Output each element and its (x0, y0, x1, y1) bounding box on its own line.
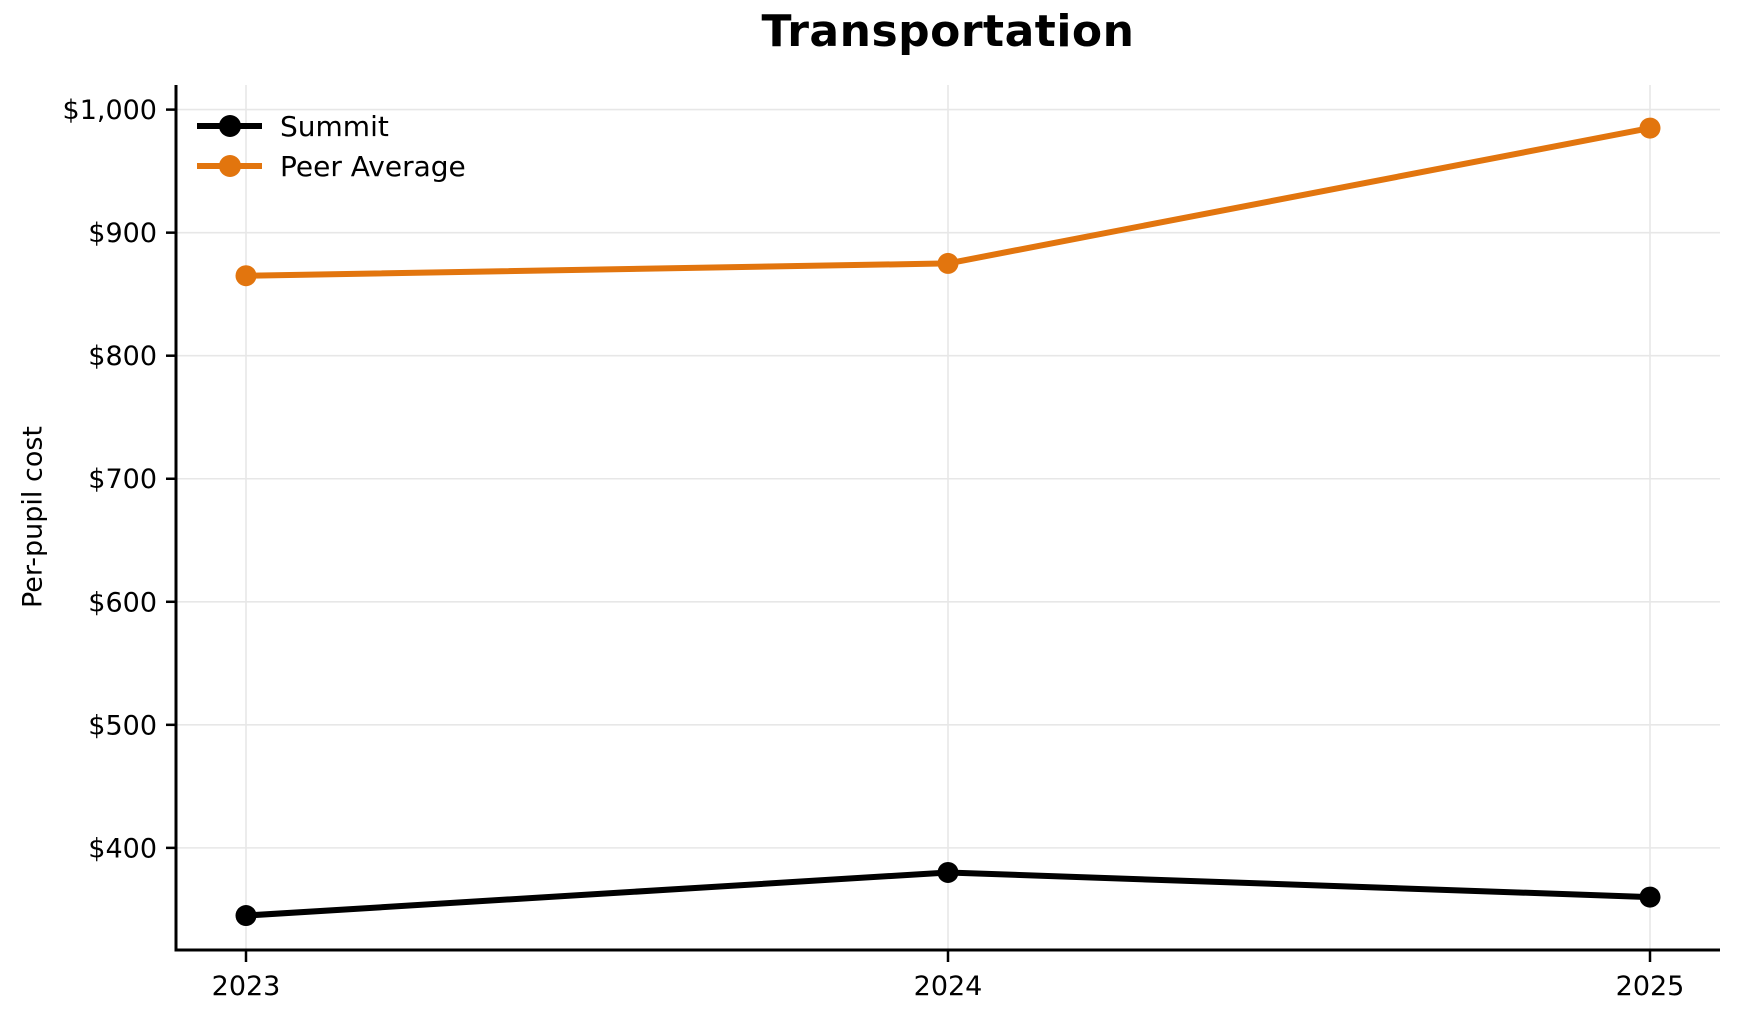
legend: Summit Peer Average (197, 106, 466, 186)
summit-line-swatch (197, 115, 262, 137)
x-tick-label: 2025 (1616, 971, 1685, 1002)
y-tick-label: $800 (88, 341, 157, 372)
summit-point (937, 861, 959, 883)
y-tick-label: $1,000 (63, 95, 157, 126)
legend-item-summit: Summit (197, 106, 466, 146)
legend-label-summit: Summit (280, 109, 389, 143)
y-tick-label: $600 (88, 587, 157, 618)
x-tick-label: 2023 (212, 971, 281, 1002)
peer-average-point (1639, 117, 1661, 139)
x-tick-label: 2024 (914, 971, 983, 1002)
y-tick-label: $900 (88, 218, 157, 249)
summit-sample-dot (219, 115, 241, 137)
y-tick-label: $500 (88, 710, 157, 741)
y-tick-label: $700 (88, 464, 157, 495)
chart-title: Transportation (761, 6, 1135, 57)
peer-average-point (235, 265, 257, 287)
summit-point (235, 905, 257, 927)
summit-point (1639, 886, 1661, 908)
peer-average-point (937, 252, 959, 274)
peer-average-sample-dot (219, 155, 241, 177)
peer-average-line-swatch (197, 155, 262, 177)
legend-label-peer-average: Peer Average (280, 149, 466, 183)
y-tick-label: $400 (88, 833, 157, 864)
legend-item-peer-average: Peer Average (197, 146, 466, 186)
